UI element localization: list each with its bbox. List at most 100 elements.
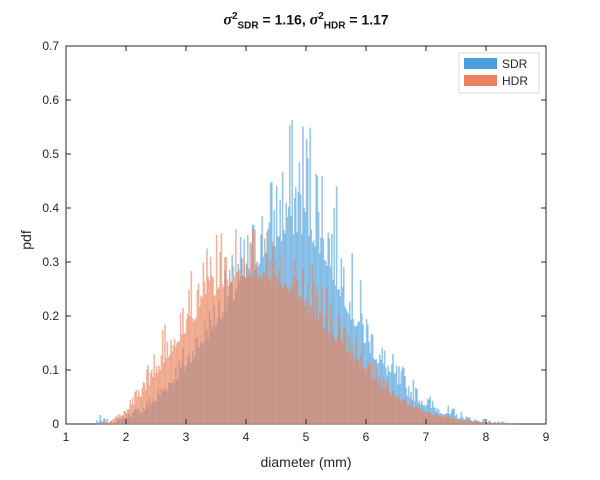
hdr-bar <box>151 370 153 425</box>
hdr-bar <box>351 346 353 425</box>
hdr-bar <box>415 405 417 425</box>
sdr-bar <box>95 420 98 425</box>
hdr-bar <box>494 422 496 425</box>
hdr-bar <box>260 278 262 425</box>
hdr-bar <box>337 334 339 425</box>
hdr-bar <box>313 282 315 425</box>
hdr-bar <box>358 360 361 425</box>
hdr-bar <box>135 389 137 425</box>
hdr-bar <box>152 376 154 425</box>
hdr-bar <box>296 279 298 425</box>
hdr-bar <box>279 284 281 425</box>
hdr-bar <box>167 357 170 425</box>
hdr-bar <box>303 306 305 425</box>
title-exp-1: 2 <box>231 11 238 22</box>
hdr-bar <box>157 372 159 425</box>
hdr-bar <box>292 275 295 425</box>
hdr-bar <box>190 271 193 425</box>
hdr-bar <box>273 276 275 425</box>
hdr-bar <box>307 284 309 425</box>
hdr-bar <box>116 415 118 425</box>
hdr-bar <box>158 365 160 425</box>
hdr-bar <box>171 351 173 425</box>
hdr-bar <box>467 419 470 425</box>
hdr-bar <box>165 358 167 425</box>
hdr-bar <box>375 365 377 425</box>
hdr-bar <box>208 280 211 425</box>
hdr-bar <box>140 396 142 425</box>
hdr-bar <box>491 422 494 425</box>
hdr-bar <box>137 390 140 425</box>
hdr-bar <box>166 341 169 425</box>
hdr-bar <box>332 335 334 425</box>
hdr-bar <box>465 421 467 425</box>
hdr-bar <box>213 296 215 425</box>
hdr-bar <box>382 377 385 425</box>
sdr-bar <box>509 423 512 425</box>
hdr-bar <box>160 355 163 425</box>
hdr-bar <box>117 418 119 425</box>
hdr-bar <box>505 423 507 425</box>
hdr-bar <box>356 358 358 425</box>
hdr-bar <box>406 405 409 425</box>
x-tick-label: 1 <box>63 430 70 444</box>
hdr-bar <box>146 369 148 425</box>
hdr-bar <box>284 284 286 425</box>
hdr-bar <box>512 423 514 425</box>
hdr-bar <box>431 414 434 425</box>
hdr-bar <box>361 346 363 425</box>
x-axis-label: diameter (mm) <box>260 454 352 470</box>
hdr-bar <box>367 361 369 425</box>
hdr-bar <box>232 266 235 425</box>
hdr-bar <box>148 384 151 425</box>
hdr-bar <box>500 423 502 425</box>
hdr-bar <box>401 397 404 425</box>
hdr-bar <box>224 256 226 425</box>
hdr-bar <box>403 401 405 425</box>
hdr-bar <box>452 419 454 425</box>
hdr-bar <box>118 414 121 425</box>
hdr-bar <box>489 422 491 425</box>
hdr-bar <box>163 362 165 425</box>
hdr-bar <box>184 332 187 425</box>
hdr-bar <box>239 276 242 425</box>
hdr-bar <box>242 276 244 425</box>
axis-ticks: 1 2 3 4 5 6 7 8 9 0 0.1 0.2 0.3 0.4 0.5 0.6 0.7 <box>42 39 549 444</box>
hdr-bar <box>320 314 322 425</box>
hdr-bar <box>191 318 194 425</box>
hdr-bar <box>311 265 314 425</box>
hdr-bar <box>101 423 104 425</box>
hdr-bar <box>261 278 263 425</box>
legend-swatch-sdr <box>464 58 497 69</box>
hdr-bar <box>209 256 212 425</box>
hdr-bar <box>263 272 266 425</box>
hdr-bar <box>175 347 177 425</box>
hdr-bar <box>176 343 178 425</box>
hdr-bar <box>244 277 247 425</box>
hdr-bar <box>335 339 338 425</box>
hdr-bar <box>395 397 398 425</box>
hdr-bar <box>440 417 442 425</box>
hdr-bar <box>179 313 182 425</box>
hdr-bar <box>455 419 458 425</box>
hdr-bar <box>393 393 395 425</box>
hdr-series <box>98 229 518 425</box>
hdr-bar <box>487 422 489 425</box>
hdr-bar <box>304 301 307 425</box>
hdr-bar <box>412 407 415 425</box>
hdr-bar <box>128 409 130 425</box>
hdr-bar <box>249 242 251 425</box>
hdr-bar <box>347 352 350 425</box>
title-sigma-2: σ <box>309 11 319 29</box>
hdr-bar <box>202 262 205 425</box>
hdr-bar <box>344 328 346 425</box>
hdr-bar <box>214 295 217 425</box>
y-tick-label: 0.3 <box>42 255 59 269</box>
hdr-bar <box>298 295 301 425</box>
hdr-bar <box>328 333 331 425</box>
hdr-bar <box>105 422 107 425</box>
hdr-bar <box>446 418 448 425</box>
hdr-bar <box>111 420 113 425</box>
hdr-bar <box>289 285 291 425</box>
hdr-bar <box>496 423 499 425</box>
